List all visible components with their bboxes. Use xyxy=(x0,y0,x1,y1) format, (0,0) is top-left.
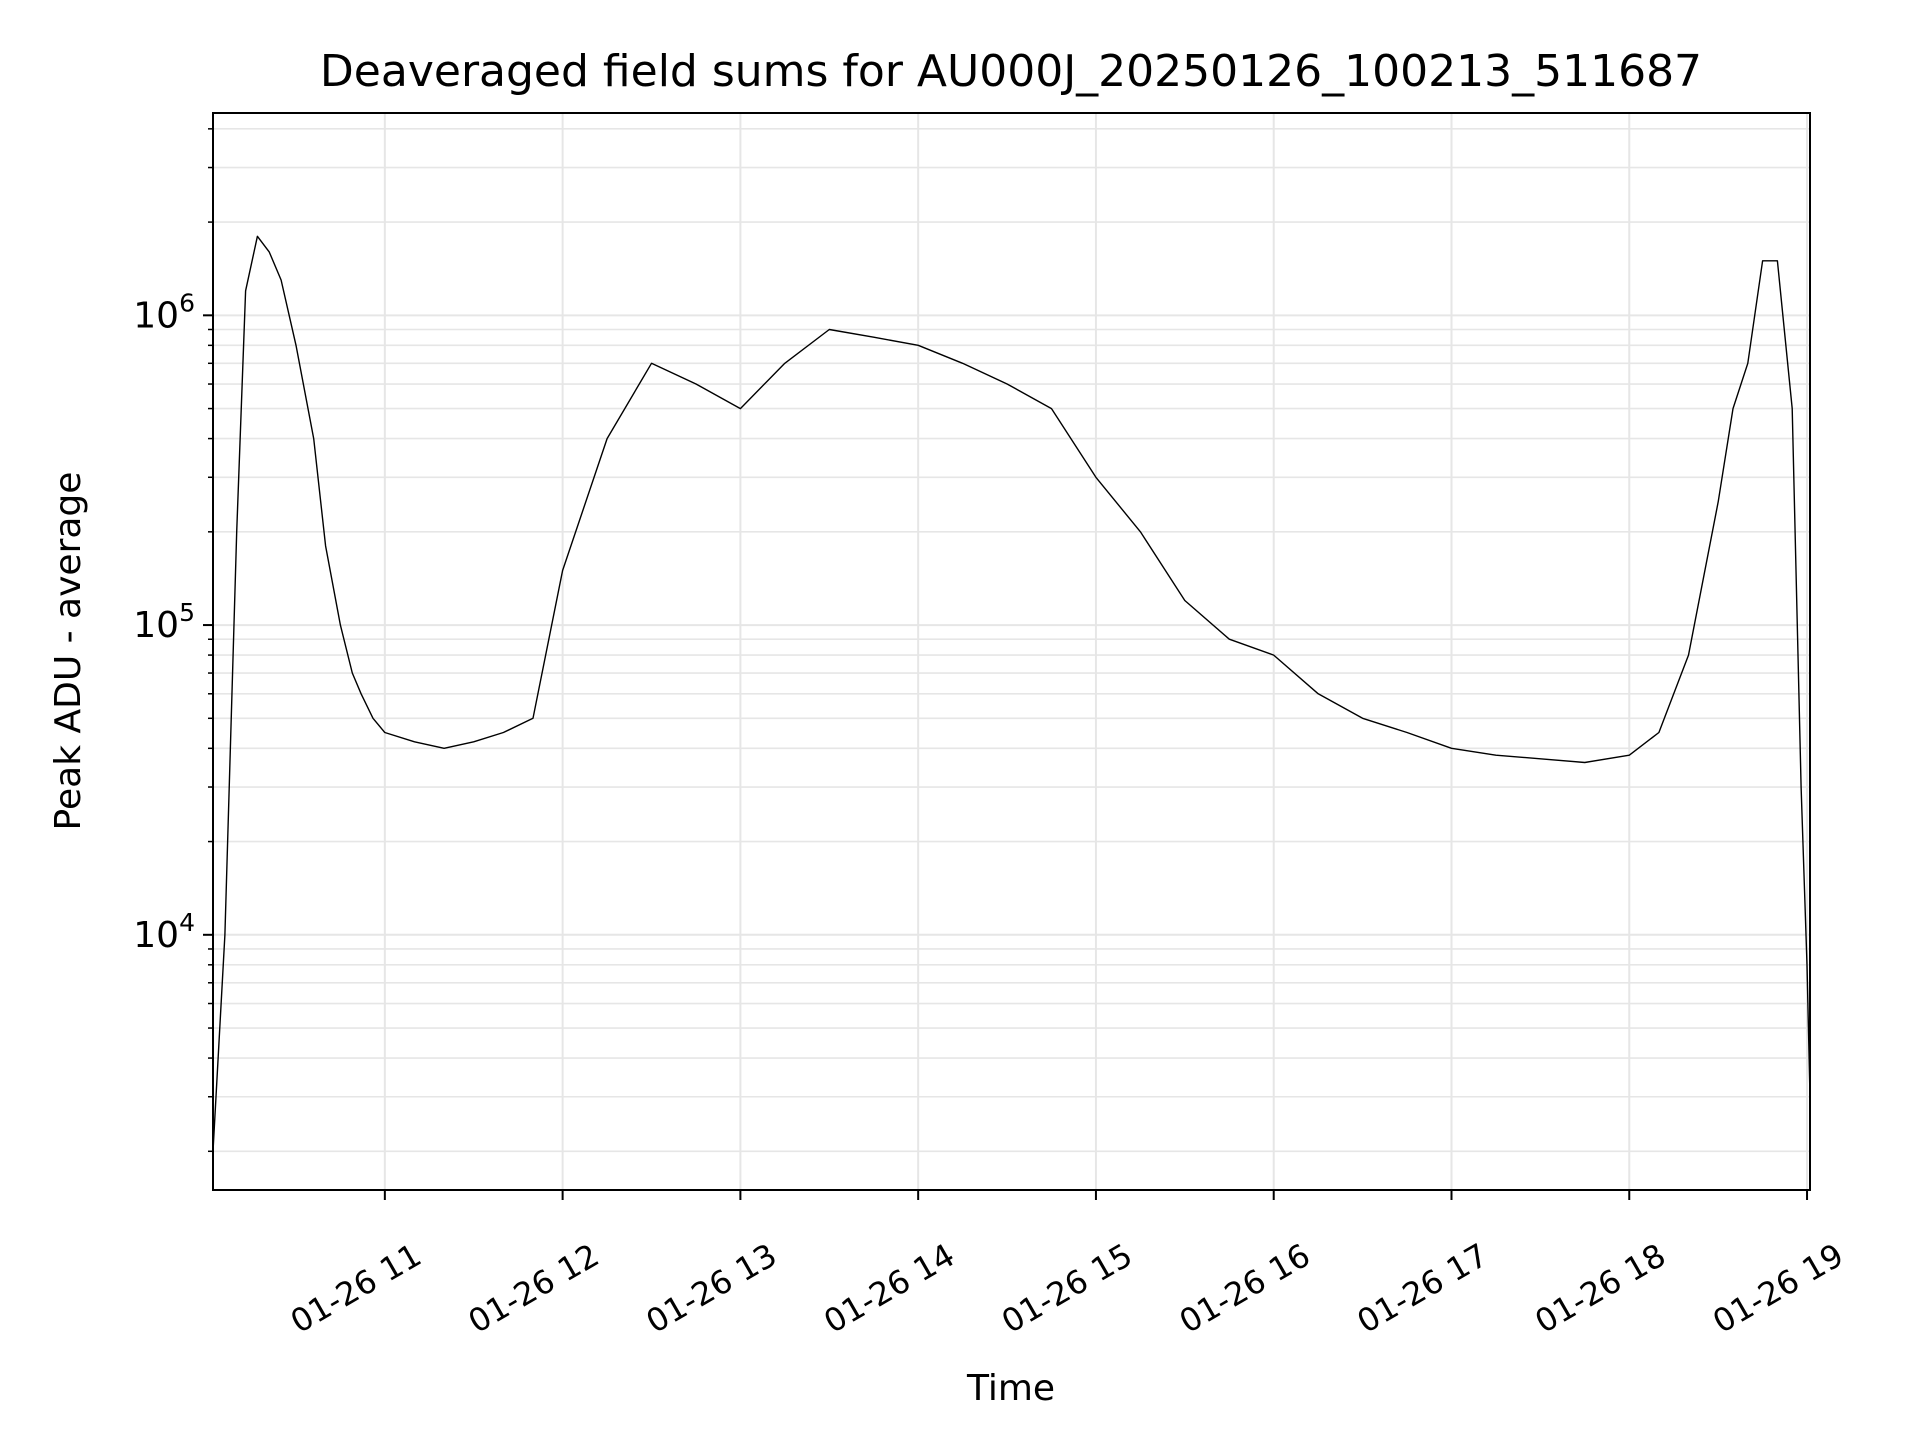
series-layer xyxy=(212,235,1811,1152)
plot-frame xyxy=(212,112,1811,1191)
chart-title: Deaveraged field sums for AU000J_2025012… xyxy=(320,46,1702,97)
y-tick-label: 105 xyxy=(133,598,195,646)
series-line xyxy=(212,235,1811,1152)
y-tick-layer: 104 105 106 xyxy=(133,128,213,1153)
y-tick-label: 104 xyxy=(133,908,195,956)
y-axis-label: Peak ADU - average xyxy=(48,472,89,831)
y-tick-label: 106 xyxy=(133,288,195,336)
grid-layer xyxy=(213,113,1810,1190)
x-axis-label: Time xyxy=(966,1368,1055,1409)
